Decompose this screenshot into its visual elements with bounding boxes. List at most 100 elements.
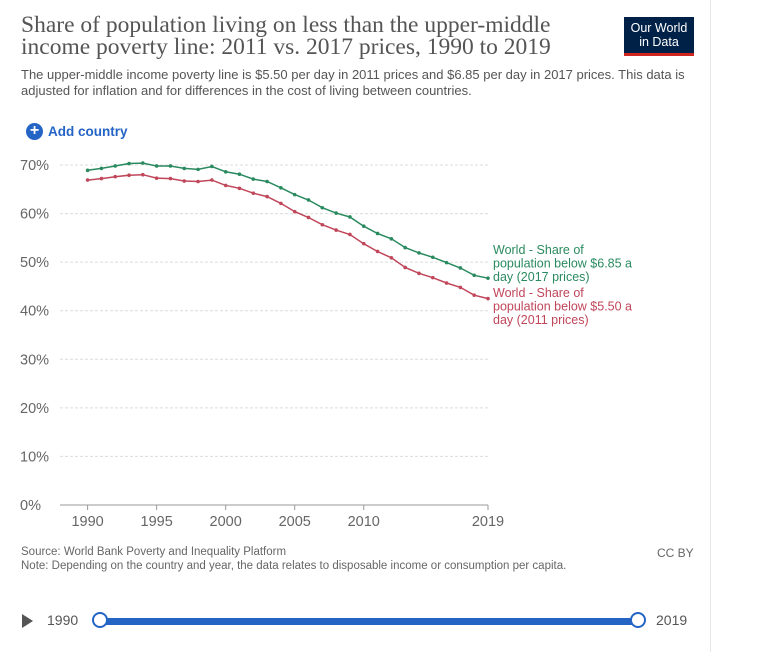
x-tick-label: 2019 [472, 514, 504, 530]
data-point [113, 164, 118, 168]
timeline-track[interactable] [100, 618, 638, 625]
data-point [279, 186, 283, 190]
data-point [127, 161, 131, 166]
chart-footer: Source: World Bank Poverty and Inequalit… [21, 546, 566, 573]
x-tick-label: 2005 [279, 514, 311, 530]
logo-line-2: in Data [639, 35, 679, 49]
data-point [168, 164, 173, 168]
chart-title: Share of population living on less than … [21, 12, 551, 60]
data-point [417, 271, 421, 276]
x-tick-label: 1995 [141, 514, 173, 530]
x-tick-label: 1990 [71, 514, 103, 530]
chart-subtitle: The upper-middle income poverty line is … [21, 67, 685, 98]
data-point [141, 172, 145, 177]
line-chart: 0% 10% 20% 30% 40% 50% 60% 70% 1990 1995 2000 2005 2… [20, 158, 632, 530]
data-point [251, 191, 256, 195]
source-text: Source: World Bank Poverty and Inequalit… [21, 546, 287, 558]
data-point [127, 173, 131, 177]
data-point [430, 255, 435, 260]
data-point [196, 167, 200, 172]
data-point [430, 275, 435, 280]
y-tick-label: 20% [20, 401, 49, 417]
data-point [389, 255, 394, 260]
data-point [237, 186, 242, 191]
data-point [223, 183, 228, 188]
x-tick-label: 2010 [348, 514, 380, 530]
data-point [182, 166, 187, 171]
data-point [389, 237, 394, 241]
data-point [444, 260, 449, 265]
series-label-1: World - Share of population below $5.50 a… [493, 286, 632, 327]
data-point [403, 265, 407, 270]
data-point [472, 273, 476, 278]
data-point [403, 245, 407, 250]
data-point [334, 228, 338, 232]
data-point [348, 232, 352, 237]
data-point [320, 222, 325, 227]
y-tick-label: 0% [20, 498, 41, 514]
data-point [113, 174, 118, 179]
data-point [154, 176, 159, 180]
y-tick-label: 40% [20, 304, 49, 320]
note-text: Note: Depending on the country and year,… [21, 559, 567, 572]
data-point [361, 224, 366, 228]
data-point [334, 211, 338, 215]
timeline-start-handle[interactable] [92, 612, 108, 628]
data-point [237, 172, 242, 177]
data-point [458, 285, 463, 290]
play-icon[interactable] [22, 614, 33, 628]
data-point [99, 176, 104, 181]
data-point [265, 194, 269, 199]
data-point [444, 281, 449, 285]
data-point [251, 177, 256, 181]
y-tick-label: 50% [20, 255, 49, 271]
data-point [417, 251, 421, 255]
timeline-end-year: 2019 [656, 612, 688, 628]
data-point [210, 178, 214, 182]
frame-border [710, 0, 711, 652]
x-tick-label: 2000 [210, 514, 242, 530]
data-point [154, 164, 159, 168]
data-point [265, 179, 269, 184]
y-tick-label: 10% [20, 449, 49, 465]
data-point [375, 249, 380, 254]
data-point [85, 168, 90, 173]
data-point [196, 179, 200, 184]
data-point [486, 276, 490, 280]
timeline: 1990 2019 [0, 605, 710, 637]
timeline-end-handle[interactable] [630, 612, 646, 628]
data-point [141, 161, 145, 165]
data-point [458, 266, 463, 270]
series-line-0 [87, 162, 489, 279]
data-point [348, 215, 352, 219]
data-point [375, 231, 380, 236]
series-label-0: World - Share of population below $6.85 a… [493, 243, 632, 284]
data-point [182, 179, 187, 183]
y-tick-label: 60% [20, 207, 49, 223]
timeline-start-year: 1990 [47, 612, 79, 628]
y-tick-label: 30% [20, 352, 49, 368]
data-point [99, 166, 104, 171]
data-point [292, 209, 297, 214]
data-point [472, 293, 476, 297]
license-link[interactable]: CC BY [657, 546, 694, 560]
data-point [320, 205, 325, 210]
y-tick-label: 70% [20, 158, 49, 174]
plus-circle-icon: + [26, 122, 43, 140]
logo-accent-bar [624, 53, 694, 56]
data-point [361, 241, 366, 246]
data-point [223, 170, 228, 174]
data-point [486, 296, 490, 301]
data-point [85, 178, 90, 182]
logo-line-1: Our World [630, 21, 688, 35]
add-country-button[interactable]: + Add country [26, 121, 128, 141]
data-point [279, 201, 283, 206]
data-point [306, 198, 311, 202]
owid-logo[interactable]: Our World in Data [624, 17, 694, 56]
add-country-label: Add country [48, 123, 128, 139]
data-point [292, 192, 297, 197]
series-line-1 [87, 173, 489, 300]
data-point [168, 176, 173, 181]
data-point [306, 215, 311, 220]
data-point [210, 164, 214, 169]
